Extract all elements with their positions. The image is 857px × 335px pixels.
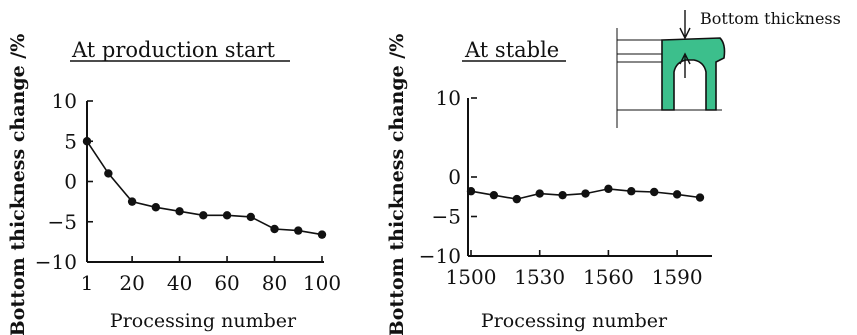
data-point [127, 197, 137, 206]
data-point [82, 137, 92, 146]
data-point [222, 211, 232, 220]
x-tick-label: 1 [81, 271, 94, 295]
chart-right: At stable Bottom thickness change /% 10 0… [386, 34, 712, 335]
y-tick-label: −5 [432, 205, 461, 229]
x-tick-label: 1500 [446, 265, 497, 289]
x-tick-label: 80 [262, 271, 287, 295]
data-point [489, 190, 499, 200]
data-point [317, 230, 327, 239]
data-point [535, 189, 544, 198]
y-tick-label: 10 [436, 86, 461, 110]
y-tick-label: −10 [419, 244, 461, 268]
chart-right-xticks: 1500 1530 1560 1590 [446, 250, 703, 289]
data-point [175, 207, 184, 216]
y-tick-label: 0 [448, 165, 461, 189]
x-tick-label: 60 [214, 271, 239, 295]
chart-left-series-line [86, 140, 323, 236]
chart-right-title: At stable [464, 38, 559, 62]
data-point [199, 211, 208, 220]
chart-left-xticks: 1 20 40 60 80 100 [81, 256, 341, 295]
x-tick-label: 100 [303, 271, 341, 295]
chart-right-yticks: 10 0 −5 −10 [419, 86, 477, 268]
data-point [294, 226, 303, 235]
y-tick-label: 5 [64, 129, 77, 153]
x-tick-label: 20 [119, 271, 144, 295]
data-point [581, 189, 590, 198]
arrow-up-icon-head [679, 52, 691, 65]
chart-right-ylabel: Bottom thickness change /% [386, 34, 408, 335]
chart-right-xlabel: Processing number [481, 310, 668, 332]
data-point [270, 224, 279, 234]
y-tick-label: −5 [48, 210, 77, 234]
chart-left-ylabel: Bottom thickness change /% [7, 34, 29, 335]
data-point [695, 193, 705, 202]
x-tick-label: 1590 [652, 265, 703, 289]
data-point [466, 187, 476, 196]
y-tick-label: 0 [64, 170, 77, 194]
x-tick-label: 40 [167, 271, 192, 295]
chart-left-title: At production start [71, 38, 276, 62]
data-point [246, 212, 255, 222]
chart-right-points [466, 184, 705, 204]
data-point [104, 169, 113, 178]
y-tick-label: −10 [35, 250, 77, 274]
data-point [558, 190, 567, 200]
data-point [672, 190, 682, 199]
data-point [650, 187, 659, 197]
y-tick-label: 10 [52, 89, 77, 113]
arrow-down-icon-head [679, 27, 691, 40]
x-tick-label: 1530 [514, 265, 565, 289]
chart-left-xlabel: Processing number [110, 310, 297, 332]
inset-part-shape [661, 37, 726, 111]
chart-left-points [82, 137, 327, 239]
inset-cross-section: Bottom thickness [616, 9, 841, 128]
chart-left: At production start Bottom thickness cha… [7, 34, 341, 335]
inset-label: Bottom thickness [700, 9, 841, 28]
chart-left-yticks: 10 5 0 −5 −10 [35, 89, 93, 274]
x-tick-label: 1560 [583, 265, 634, 289]
data-point [512, 194, 521, 204]
data-point [151, 203, 161, 212]
data-point [627, 187, 636, 196]
data-point [604, 184, 613, 194]
